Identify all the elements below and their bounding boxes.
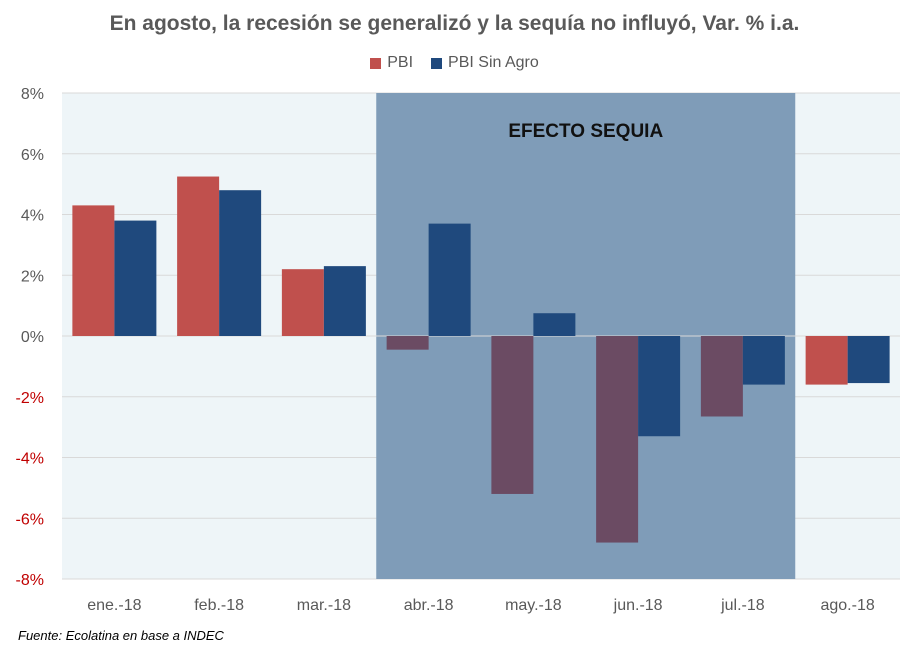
x-tick-label: jul.-18 (720, 597, 765, 614)
x-tick-label: mar.-18 (297, 597, 351, 614)
bar-pbi-sin-agro-feb.-18 (219, 190, 262, 336)
bar-pbi-sin-agro-ago.-18 (847, 336, 890, 384)
legend-item-pbi-sin-agro: PBI Sin Agro (431, 54, 539, 72)
x-tick-label: feb.-18 (194, 597, 244, 614)
bar-pbi-sin-agro-jul.-18 (742, 336, 785, 385)
x-tick-label: ene.-18 (87, 597, 141, 614)
y-tick-label: 6% (21, 147, 44, 164)
legend-label-pbi-sin-agro: PBI Sin Agro (448, 54, 539, 71)
y-tick-label: 0% (21, 329, 44, 346)
legend: PBI PBI Sin Agro (0, 54, 909, 72)
legend-swatch-pbi-sin-agro (431, 57, 443, 69)
y-tick-label: 4% (21, 208, 44, 225)
bar-pbi-sin-agro-may.-18 (533, 313, 576, 336)
bar-pbi-abr.-18 (386, 336, 429, 350)
legend-swatch-pbi (370, 57, 382, 69)
y-tick-label: -2% (16, 390, 44, 407)
y-tick-label: 8% (21, 86, 44, 103)
x-tick-label: ago.-18 (820, 597, 874, 614)
legend-item-pbi: PBI (370, 54, 413, 72)
bar-pbi-feb.-18 (177, 176, 220, 336)
x-tick-label: jun.-18 (613, 597, 663, 614)
x-tick-label: abr.-18 (404, 597, 454, 614)
bar-pbi-sin-agro-jun.-18 (638, 336, 681, 437)
legend-label-pbi: PBI (387, 54, 414, 71)
bar-pbi-sin-agro-mar.-18 (323, 266, 366, 336)
bar-pbi-mar.-18 (281, 269, 324, 336)
bar-pbi-sin-agro-abr.-18 (428, 223, 471, 336)
y-tick-label: -4% (16, 451, 44, 468)
drought-effect-label: EFECTO SEQUIA (508, 121, 663, 142)
bar-pbi-jul.-18 (700, 336, 743, 417)
bar-pbi-ene.-18 (72, 205, 115, 336)
chart-title: En agosto, la recesión se generalizó y l… (109, 12, 800, 35)
bar-pbi-sin-agro-ene.-18 (114, 220, 157, 336)
source-note: Fuente: Ecolatina en base a INDEC (18, 628, 224, 643)
bar-pbi-ago.-18 (805, 336, 848, 385)
bar-pbi-jun.-18 (596, 336, 639, 543)
bar-pbi-may.-18 (491, 336, 534, 494)
y-tick-label: -8% (16, 572, 44, 589)
y-tick-label: -6% (16, 511, 44, 528)
y-tick-label: 2% (21, 268, 44, 285)
x-tick-label: may.-18 (505, 597, 562, 614)
